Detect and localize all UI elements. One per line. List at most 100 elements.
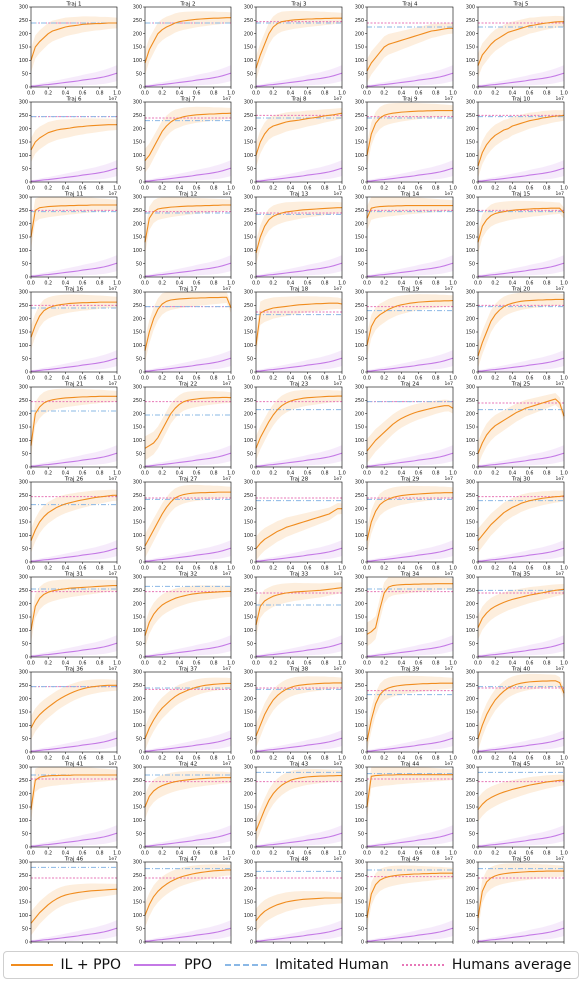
x-multiplier: 1e7 [223, 96, 232, 102]
y-tick-label: 250 [244, 398, 253, 404]
y-tick-label: 200 [244, 411, 253, 417]
y-tick-label: 50 [136, 926, 142, 932]
x-tick-label: 1.0 [560, 186, 568, 192]
x-tick-label: 1.0 [560, 756, 568, 762]
ppo-line [255, 357, 343, 372]
panel-45: Traj 45 0 50 100 150 200 250 300 0.0 0.2 0.4 0.6 0.8… [466, 762, 568, 863]
x-tick-label: 1.0 [113, 471, 121, 477]
x-tick-label: 0.8 [321, 851, 329, 857]
x-tick-label: 0.0 [141, 91, 149, 97]
x-multiplier: 1e7 [445, 191, 454, 197]
x-tick-label: 0.6 [526, 661, 534, 667]
x-tick-label: 0.6 [304, 186, 312, 192]
y-tick-label: 200 [133, 791, 142, 797]
y-tick-label: 200 [19, 601, 28, 607]
x-tick-label: 0.6 [304, 661, 312, 667]
y-tick-label: 250 [133, 18, 142, 24]
x-tick-label: 0.2 [380, 376, 388, 382]
x-tick-label: 0.0 [363, 756, 371, 762]
x-tick-label: 0.6 [304, 281, 312, 287]
x-tick-label: 0.8 [210, 376, 218, 382]
y-tick-label: 50 [358, 831, 364, 837]
ppo-line [366, 357, 454, 372]
ppo-line [30, 452, 118, 467]
y-tick-label: 200 [355, 601, 364, 607]
x-tick-label: 0.6 [526, 566, 534, 572]
y-tick-label: 100 [355, 533, 364, 539]
panel-title: Traj 29 [400, 477, 420, 483]
x-tick-label: 0.2 [158, 661, 166, 667]
ppo-band [367, 350, 453, 372]
x-tick-label: 0.4 [509, 851, 517, 857]
x-tick-label: 0.0 [474, 186, 482, 192]
panel-5: Traj 5 0 50 100 150 200 250 300 0.0 0.2 0.4 0.6 0.8 1… [466, 2, 568, 103]
x-tick-label: 0.0 [141, 851, 149, 857]
il-ppo-line [366, 27, 453, 72]
x-tick-label: 0.6 [193, 91, 201, 97]
il-ppo-line [255, 207, 342, 254]
y-tick-label: 0 [25, 370, 28, 376]
x-tick-label: 1.0 [449, 851, 457, 857]
y-tick-label: 0 [139, 465, 142, 471]
il-ppo-line [477, 398, 565, 454]
y-tick-label: 150 [19, 425, 28, 431]
ppo-band [31, 920, 117, 942]
panel-title: Traj 11 [64, 192, 83, 198]
y-tick-label: 300 [466, 480, 475, 486]
x-tick-label: 0.6 [193, 566, 201, 572]
y-tick-label: 200 [244, 221, 253, 227]
x-tick-label: 0.0 [474, 281, 482, 287]
x-tick-label: 1.0 [338, 186, 346, 192]
x-tick-label: 0.6 [193, 851, 201, 857]
x-tick-label: 1.0 [338, 756, 346, 762]
x-tick-label: 0.2 [158, 471, 166, 477]
il-ppo-line [366, 682, 453, 742]
x-tick-label: 0.0 [27, 566, 35, 572]
il-ppo-line [144, 112, 232, 162]
x-tick-label: 0.8 [543, 281, 551, 287]
y-tick-label: 200 [133, 221, 142, 227]
plot-area [478, 482, 564, 562]
x-tick-label: 0.8 [96, 566, 104, 572]
x-tick-label: 0.6 [79, 281, 87, 287]
y-tick-label: 50 [247, 831, 253, 837]
il-ppo-band [256, 10, 342, 81]
panel-title: Traj 37 [178, 667, 198, 673]
y-tick-label: 50 [358, 736, 364, 742]
x-tick-label: 0.8 [543, 91, 551, 97]
x-multiplier: 1e7 [556, 856, 565, 862]
y-tick-label: 200 [466, 316, 475, 322]
legend-label-il-ppo: IL + PPO [60, 957, 122, 973]
y-tick-label: 0 [361, 940, 364, 945]
x-tick-label: 0.6 [79, 186, 87, 192]
y-tick-label: 0 [250, 275, 253, 281]
y-tick-label: 150 [244, 805, 253, 811]
y-tick-label: 300 [244, 670, 253, 676]
ppo-line [477, 832, 565, 847]
ppo-band [256, 540, 342, 562]
x-tick-label: 0.2 [380, 756, 388, 762]
y-tick-label: 150 [133, 520, 142, 526]
legend-swatch-humans-average [401, 964, 444, 966]
y-tick-label: 100 [133, 343, 142, 349]
x-tick-label: 0.0 [363, 281, 371, 287]
il-ppo-band [367, 577, 453, 647]
x-tick-label: 0.2 [269, 471, 277, 477]
x-tick-label: 0.0 [474, 566, 482, 572]
ppo-band [478, 445, 564, 467]
y-tick-label: 300 [466, 860, 475, 866]
x-tick-label: 0.2 [44, 281, 52, 287]
y-tick-label: 300 [244, 860, 253, 866]
y-tick-label: 50 [469, 71, 475, 77]
x-tick-label: 0.0 [27, 756, 35, 762]
x-tick-label: 0.8 [210, 91, 218, 97]
panel-title: Traj 45 [511, 762, 531, 768]
x-tick-label: 0.2 [491, 186, 499, 192]
y-tick-label: 50 [22, 546, 28, 552]
ppo-band [478, 65, 564, 87]
x-tick-label: 0.0 [252, 471, 260, 477]
y-tick-label: 50 [358, 261, 364, 267]
x-tick-label: 0.8 [96, 851, 104, 857]
x-multiplier: 1e7 [556, 381, 565, 387]
x-tick-label: 1.0 [227, 281, 235, 287]
